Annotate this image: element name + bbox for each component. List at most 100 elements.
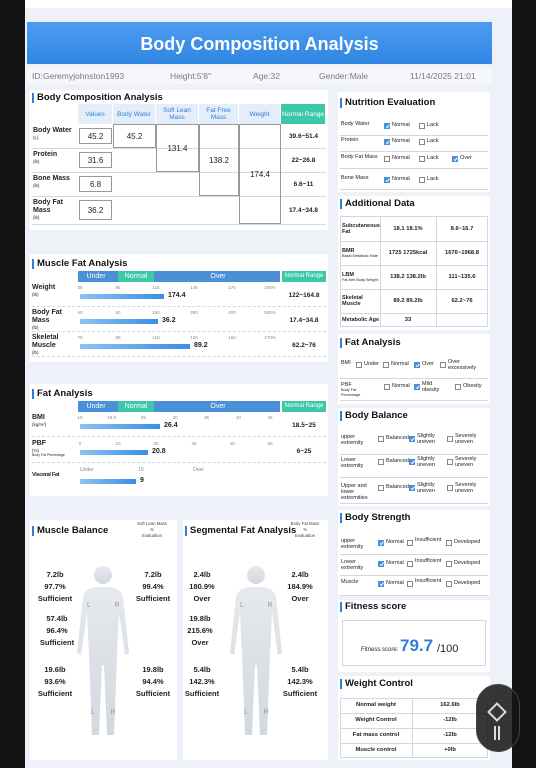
option-label: Lack [427, 122, 439, 128]
value-cell: 45.2 [79, 128, 112, 144]
divider [32, 306, 326, 307]
segment-evaluation: Sufficient [39, 638, 75, 647]
checkmark [379, 581, 384, 586]
row-label: Protein [33, 151, 58, 158]
side-label: R [263, 709, 269, 716]
checkbox [407, 561, 413, 567]
divider [340, 743, 488, 744]
row-label: Bone Mass [33, 175, 70, 182]
checkbox [419, 177, 425, 183]
checkbox [446, 540, 452, 546]
segment-evaluation: Over [191, 638, 209, 647]
divider [340, 151, 488, 152]
row-value: 26.4 [164, 422, 178, 429]
option-label: Normal [392, 176, 410, 182]
divider [32, 331, 326, 332]
section-title: Body Balance [345, 410, 408, 421]
segment-evaluation: Sufficient [135, 689, 171, 698]
option-label: Balanced [386, 458, 409, 464]
row-range: 111~135.6 [448, 274, 476, 280]
row-label: Muscle [341, 579, 359, 585]
note: % [150, 527, 154, 532]
segment-mass: 5.4lb [291, 665, 309, 674]
info-age: Age:32 [253, 71, 280, 81]
divider [340, 168, 488, 169]
checkbox [378, 459, 384, 465]
row-label: Body Water [341, 121, 370, 127]
segment-evaluation: Sufficient [37, 689, 73, 698]
checkbox [384, 139, 390, 145]
option-label: Normal [392, 122, 410, 128]
column-header: Values [78, 104, 112, 124]
row-label-group: Metabolic Age [342, 313, 380, 327]
divider [32, 436, 326, 437]
row-label-group: Muscle [341, 579, 375, 585]
row-label-group: Skeletal Muscle [342, 289, 380, 313]
checkbox [356, 362, 362, 368]
divider [340, 400, 488, 401]
scale-label: 40 [235, 415, 241, 420]
row-value: 89.2 [194, 342, 208, 349]
option-label: Severely uneven [455, 456, 477, 468]
segment-mass: 7.2lb [46, 570, 64, 579]
row-unit: (lb) [33, 215, 40, 220]
row-label: Body Water [33, 127, 72, 134]
row-value: 89.2 89.2lb [393, 298, 423, 304]
segment-percent: 93.6% [44, 677, 66, 686]
checkbox [414, 384, 420, 390]
range-cell: 17.4~34.8 [288, 206, 319, 214]
option-label: Severely uneven [455, 482, 477, 494]
option-label: Slightly uneven [417, 482, 436, 494]
col-line [380, 216, 381, 327]
divider [340, 189, 488, 190]
level-normal [118, 271, 154, 282]
checkbox [378, 561, 384, 567]
section-title: Muscle Fat Analysis [37, 258, 128, 269]
level-bar [78, 401, 280, 412]
divider [340, 477, 488, 478]
title-bar [32, 93, 34, 103]
segment-mass: 2.4lb [193, 570, 211, 579]
row-value: 18.1 18.1% [393, 225, 423, 232]
title-bar [32, 389, 34, 399]
option-label: Normal [386, 580, 404, 586]
level-bar-fill [80, 450, 148, 455]
checkbox [409, 436, 415, 442]
column-header: Soft Lean Mass [156, 104, 198, 124]
fitness-label: Fitness score: [361, 647, 399, 653]
row-range: 122~164.8 [288, 292, 320, 299]
segment-percent: 97.7% [44, 582, 66, 591]
row-range: 17.4~34.8 [289, 317, 319, 324]
figure-body [230, 587, 282, 735]
note: Soft Lean Mass [137, 521, 167, 526]
checkmark [410, 459, 415, 464]
row-label-group: Body Fat Mass [341, 154, 381, 160]
row-label-group: Upper and lower extremities [341, 483, 375, 501]
checkbox [384, 384, 390, 390]
row-label-group: BMR Basal Metabolic Rate [342, 241, 380, 265]
side-label: R [110, 709, 116, 716]
option-label: Normal [392, 138, 410, 144]
row-range: 62.2~76 [451, 298, 473, 304]
option-label: Slightly uneven [417, 433, 436, 445]
checkbox [446, 561, 452, 567]
checkbox [409, 459, 415, 465]
row-value: 162.6lb [440, 702, 460, 708]
section-title: Body Strength [345, 512, 411, 523]
checkmark [410, 485, 415, 490]
checkbox [419, 123, 425, 129]
row-value: -12lb [443, 732, 457, 738]
row-label-group: Skeletal Muscle (lb) [32, 334, 76, 355]
segment-mass: 19.8lb [189, 614, 211, 623]
divider [340, 454, 488, 455]
option-label: Developed [454, 580, 481, 586]
scale-label: 400 [228, 310, 236, 315]
row-sublabel: Fat-free Body Weight [342, 277, 378, 282]
option-label: Normal [392, 383, 410, 389]
column-header: Weight [239, 104, 280, 124]
level-bar-fill [80, 319, 158, 324]
info-id: ID:Geremyjohnston1993 [32, 71, 125, 81]
scale-label: 145 [190, 285, 198, 290]
info-strip [27, 68, 492, 84]
row-unit: (lb) [32, 350, 39, 355]
